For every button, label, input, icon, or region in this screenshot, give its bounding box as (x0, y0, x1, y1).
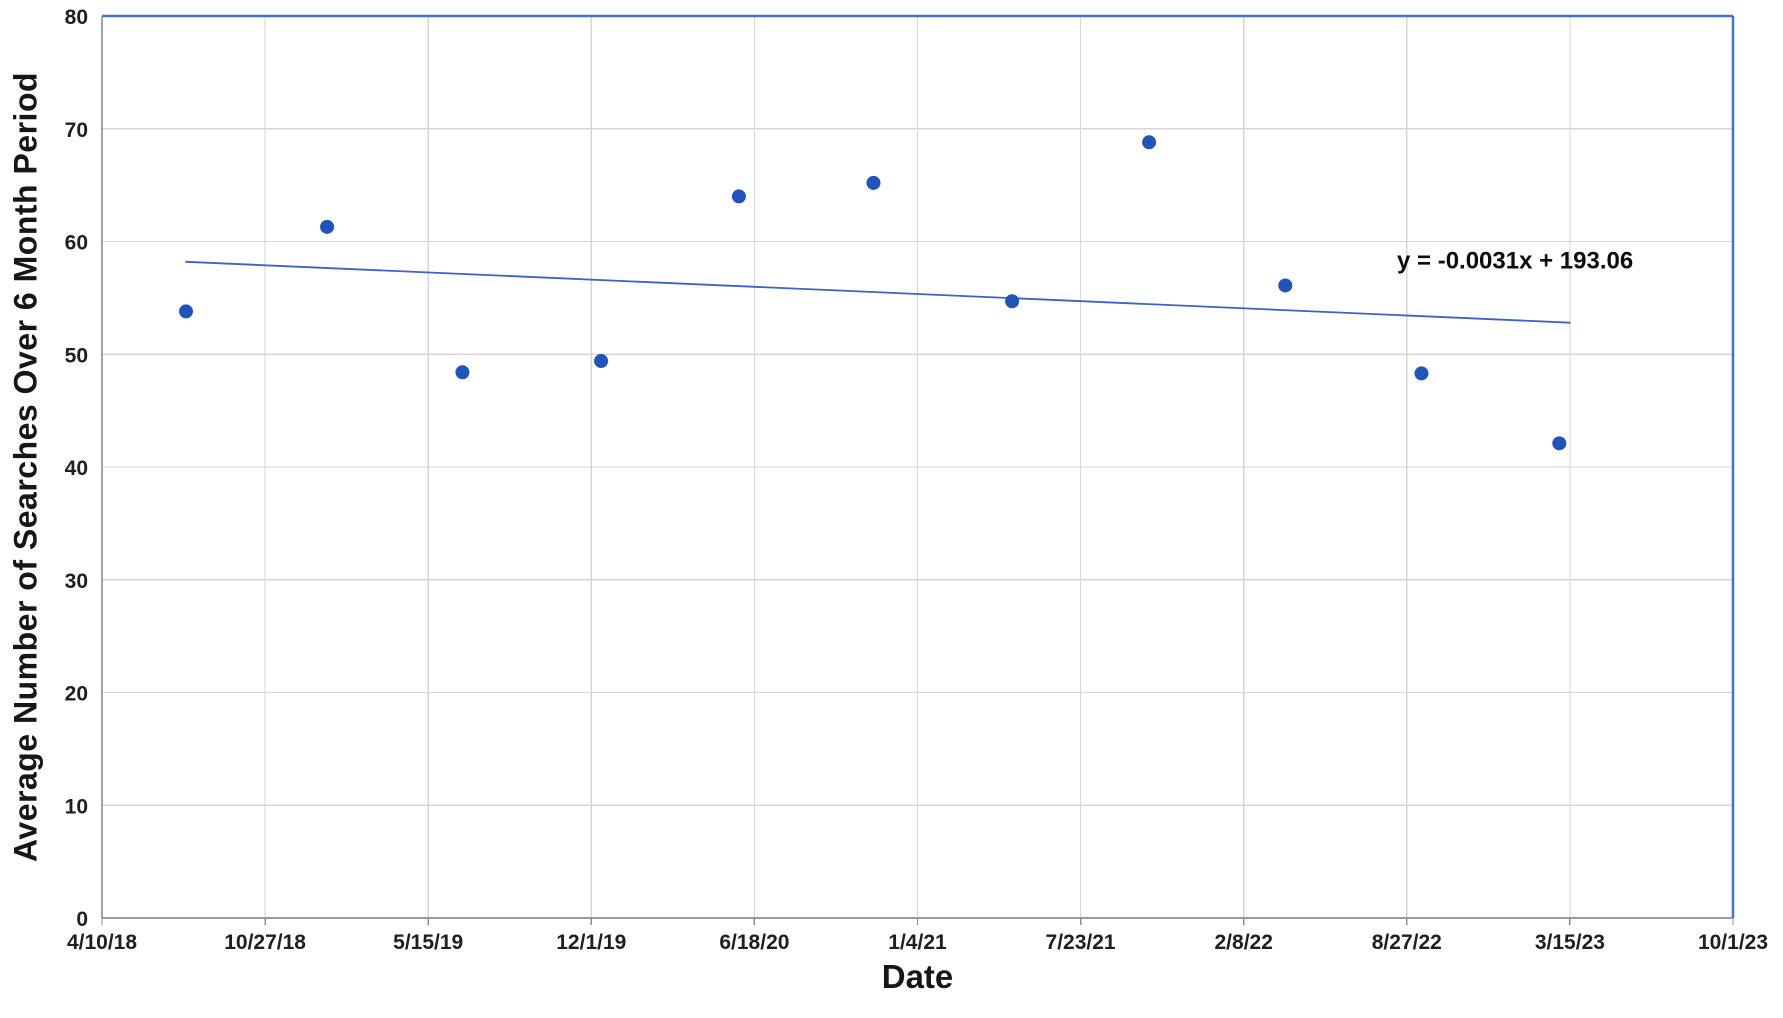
y-tick-label: 40 (65, 457, 88, 480)
y-tick-label: 0 (76, 908, 88, 931)
y-tick-label: 80 (65, 6, 88, 29)
trendline (185, 260, 1571, 324)
x-tick-label: 10/27/18 (224, 931, 306, 954)
x-tick-label: 8/27/22 (1372, 931, 1442, 954)
trendline-equation-label: y = -0.0031x + 193.06 (1397, 248, 1633, 275)
data-point (320, 219, 335, 234)
data-point (1552, 436, 1567, 451)
y-axis-title: Average Number of Searches Over 6 Month … (7, 71, 44, 863)
x-tick-label: 5/15/19 (393, 931, 463, 954)
y-tick-label: 30 (65, 570, 88, 593)
x-tick-label: 7/23/21 (1046, 931, 1116, 954)
data-point (455, 365, 470, 380)
x-tick-label: 1/4/21 (888, 931, 947, 954)
data-point (1278, 278, 1293, 293)
x-tick-label: 10/1/23 (1698, 931, 1768, 954)
data-point (866, 175, 881, 190)
y-tick-label: 60 (65, 232, 88, 255)
x-tick-label: 2/8/22 (1215, 931, 1273, 954)
data-point (1142, 135, 1157, 150)
data-point (1005, 294, 1020, 309)
data-point (731, 189, 746, 204)
x-tick-label: 4/10/18 (67, 931, 137, 954)
data-point (594, 354, 609, 369)
data-point (1414, 366, 1429, 381)
x-tick-label: 6/18/20 (719, 931, 789, 954)
x-tick-label: 3/15/23 (1535, 931, 1605, 954)
x-axis-title: Date (881, 958, 954, 995)
y-tick-label: 10 (65, 795, 88, 818)
data-point (178, 304, 193, 319)
y-tick-label: 20 (65, 683, 88, 706)
y-tick-label: 50 (65, 344, 88, 367)
x-tick-label: 12/1/19 (556, 931, 626, 954)
y-tick-label: 70 (65, 119, 88, 142)
